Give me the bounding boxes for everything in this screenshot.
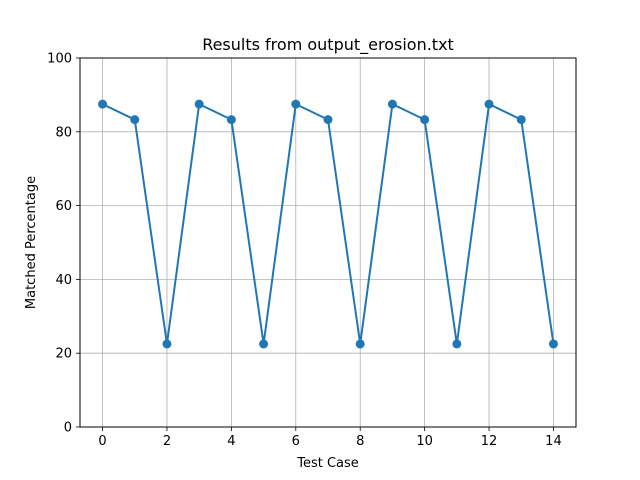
x-tick-label: 8 — [356, 434, 364, 449]
x-tick-label: 2 — [163, 434, 171, 449]
data-point — [355, 339, 365, 349]
data-point — [130, 115, 140, 125]
x-tick-label: 0 — [98, 434, 106, 449]
y-axis-label: Matched Percentage — [24, 176, 39, 309]
data-point — [420, 115, 430, 125]
data-point — [194, 99, 204, 109]
data-point — [323, 115, 333, 125]
x-tick-label: 12 — [481, 434, 498, 449]
y-tick-label: 80 — [55, 125, 72, 140]
tick-layer: 0 2 4 6 8 10 12 14 0 20 40 60 80 100 — [47, 52, 562, 450]
data-point — [259, 339, 269, 349]
data-point — [226, 115, 236, 125]
data-point — [548, 339, 558, 349]
plot-frame — [79, 57, 577, 428]
data-point — [452, 339, 462, 349]
data-point — [291, 99, 301, 109]
x-tick-label: 10 — [416, 434, 433, 449]
data-point — [98, 99, 108, 109]
y-tick-label: 0 — [64, 421, 72, 436]
data-point — [387, 99, 397, 109]
data-point — [516, 115, 526, 125]
data-point — [484, 99, 494, 109]
x-tick-label: 14 — [545, 434, 562, 449]
series-layer — [98, 99, 558, 349]
y-tick-label: 20 — [55, 347, 72, 362]
x-tick-label: 4 — [227, 434, 235, 449]
y-tick-label: 60 — [55, 199, 72, 214]
x-axis-label: Test Case — [296, 456, 359, 471]
y-tick-label: 100 — [47, 52, 72, 67]
y-tick-label: 40 — [55, 273, 72, 288]
x-tick-label: 6 — [292, 434, 300, 449]
chart-title: Results from output_erosion.txt — [202, 35, 454, 55]
data-point — [162, 339, 172, 349]
